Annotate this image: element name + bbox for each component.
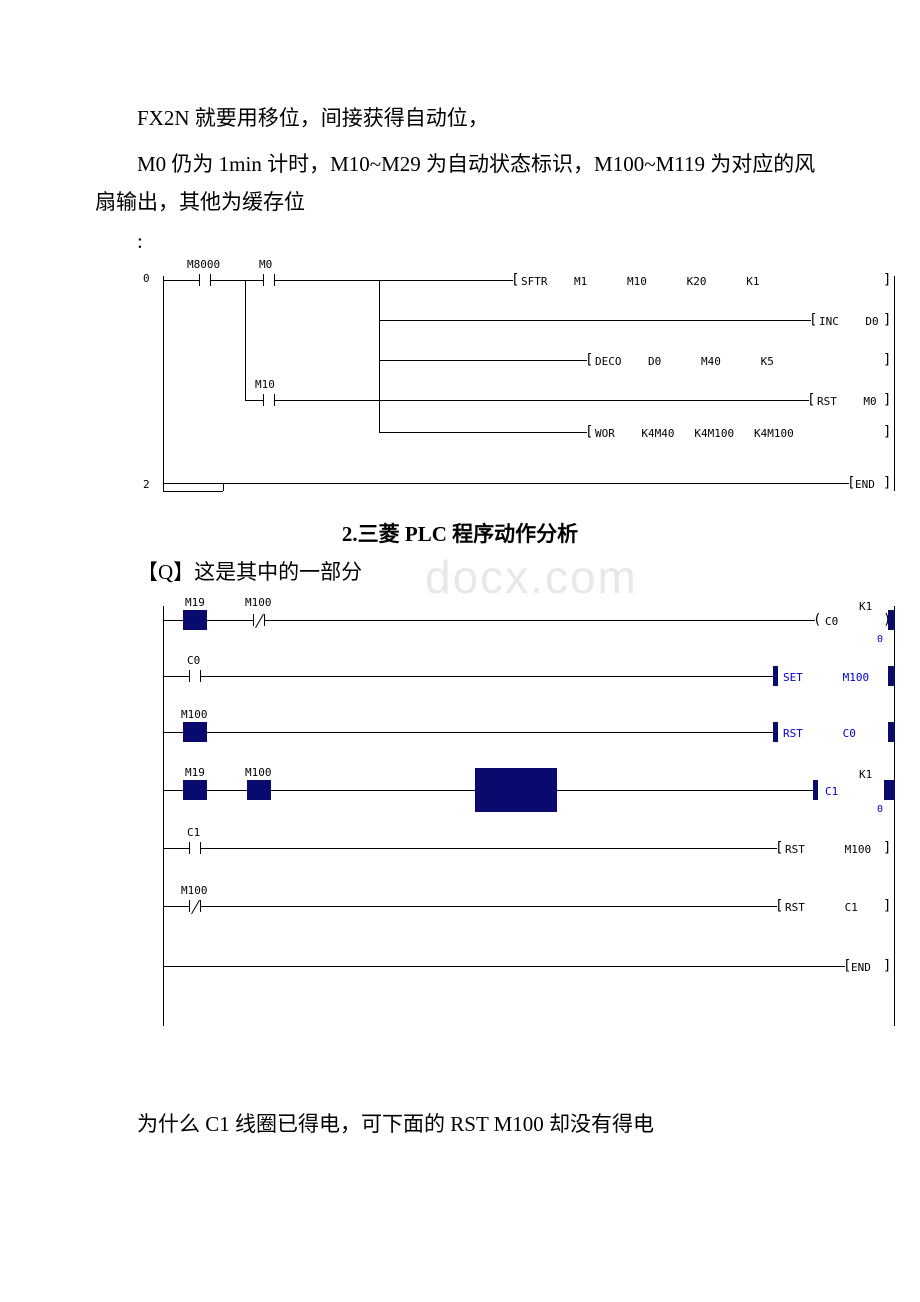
contact-m100-active-2 bbox=[247, 780, 271, 800]
instr-sftr: SFTR M1 M10 K20 K1 bbox=[521, 275, 760, 288]
contact-c1 bbox=[183, 840, 207, 856]
contact-m10 bbox=[257, 392, 281, 408]
coil-c1: C1 bbox=[825, 785, 838, 798]
colon: : bbox=[95, 229, 825, 254]
contact-m100-active bbox=[183, 722, 207, 742]
label-m100-2: M100 bbox=[181, 708, 208, 721]
label-c1: C1 bbox=[187, 826, 200, 839]
contact-m0 bbox=[257, 272, 281, 288]
instr-set-m100: SET M100 bbox=[783, 671, 869, 684]
footer-question: 为什么 C1 线圈已得电，可下面的 RST M100 却没有得电 bbox=[95, 1106, 825, 1144]
coil-c1-k: K1 bbox=[859, 768, 872, 781]
label-m19-2: M19 bbox=[185, 766, 205, 779]
contact-m19-active-2 bbox=[183, 780, 207, 800]
label-m8000: M8000 bbox=[187, 258, 220, 271]
contact-c0 bbox=[183, 668, 207, 684]
instr-deco: DECO D0 M40 K5 bbox=[595, 355, 774, 368]
instr-rst-m100: RST M100 bbox=[785, 843, 871, 856]
contact-m19-active bbox=[183, 610, 207, 630]
power-flow-block bbox=[475, 768, 557, 812]
label-m19-1: M19 bbox=[185, 596, 205, 609]
instr-rst-m0: RST M0 bbox=[817, 395, 877, 408]
step-number-0: 0 bbox=[143, 272, 150, 285]
c0-value: 0 bbox=[877, 634, 883, 645]
label-m100-3: M100 bbox=[245, 766, 272, 779]
instr-inc: INC D0 bbox=[819, 315, 879, 328]
coil-c0-k: K1 bbox=[859, 600, 872, 613]
ladder-diagram-1: 0 2 M8000 M0 [ SFTR M1 M10 K20 K1 ] [ IN… bbox=[135, 258, 895, 508]
label-m10: M10 bbox=[255, 378, 275, 391]
ladder-diagram-2: M19 M100 ( C0 K1 ) 0 C0 SET M100 M100 bbox=[135, 596, 895, 1046]
op-sftr: SFTR bbox=[521, 275, 548, 288]
coil-c0: C0 bbox=[825, 615, 838, 628]
contact-m100-nc-2 bbox=[183, 898, 207, 914]
q-line: 【Q】这是其中的一部分 bbox=[95, 554, 825, 592]
contact-m8000 bbox=[193, 272, 217, 288]
label-c0: C0 bbox=[187, 654, 200, 667]
instr-rst-c0: RST C0 bbox=[783, 727, 856, 740]
label-m0: M0 bbox=[259, 258, 272, 271]
paragraph-2: M0 仍为 1min 计时，M10~M29 为自动状态标识，M100~M119 … bbox=[95, 146, 825, 222]
instr-end-2: END bbox=[851, 961, 871, 974]
instr-rst-c1: RST C1 bbox=[785, 901, 858, 914]
label-m100-1: M100 bbox=[245, 596, 272, 609]
paragraph-1: FX2N 就要用移位，间接获得自动位， bbox=[95, 100, 825, 138]
section-heading: 2.三菱 PLC 程序动作分析 bbox=[95, 518, 825, 548]
instr-end-1: END bbox=[855, 478, 875, 491]
instr-wor: WOR K4M40 K4M100 K4M100 bbox=[595, 427, 794, 440]
label-m100-4: M100 bbox=[181, 884, 208, 897]
c1-value: 0 bbox=[877, 804, 883, 815]
contact-m100-nc-1 bbox=[247, 612, 271, 628]
step-number-2: 2 bbox=[143, 478, 150, 491]
